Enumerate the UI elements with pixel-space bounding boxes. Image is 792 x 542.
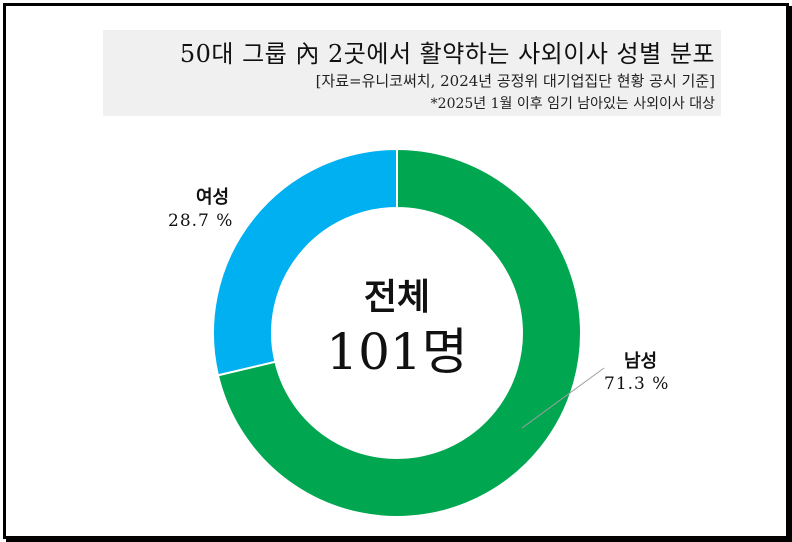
title-box: 50대 그룹 內 2곳에서 활약하는 사외이사 성별 분포 [자료=유니코써치,… bbox=[103, 30, 721, 116]
source-note: [자료=유니코써치, 2024년 공정위 대기업집단 현황 공시 기준] bbox=[315, 72, 715, 90]
male-leader-line bbox=[521, 367, 605, 429]
female-slice-name: 여성 bbox=[196, 187, 230, 208]
center-total: 101명 bbox=[326, 323, 468, 381]
male-slice bbox=[216, 147, 582, 518]
scope-note: *2025년 1월 이후 임기 남아있는 사외이사 대상 bbox=[430, 96, 715, 112]
female-slice-value: 28.7 % bbox=[168, 211, 234, 231]
female-slice bbox=[212, 147, 398, 377]
male-slice-value: 71.3 % bbox=[604, 374, 670, 394]
center-label: 전체 bbox=[363, 276, 431, 318]
male-slice-name: 남성 bbox=[624, 351, 658, 372]
chart-title: 50대 그룹 內 2곳에서 활약하는 사외이사 성별 분포 bbox=[179, 40, 715, 68]
